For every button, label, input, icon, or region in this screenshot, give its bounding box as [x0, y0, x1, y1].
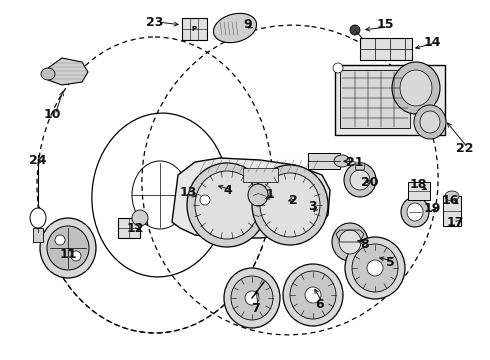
Text: 18: 18: [409, 179, 427, 192]
Ellipse shape: [345, 237, 405, 299]
Polygon shape: [172, 158, 330, 238]
Text: 21: 21: [346, 156, 364, 168]
Ellipse shape: [305, 287, 321, 303]
Text: 3: 3: [308, 201, 317, 213]
Ellipse shape: [350, 170, 370, 190]
Text: 2: 2: [289, 194, 297, 207]
Bar: [33, 228, 43, 242]
Text: 8: 8: [361, 238, 369, 252]
Ellipse shape: [231, 276, 273, 320]
Ellipse shape: [344, 163, 376, 197]
Text: 13: 13: [179, 186, 196, 199]
Bar: [308, 153, 340, 169]
Ellipse shape: [224, 268, 280, 328]
Ellipse shape: [334, 155, 350, 167]
Ellipse shape: [260, 173, 320, 237]
Ellipse shape: [407, 203, 423, 221]
Ellipse shape: [420, 111, 440, 133]
Bar: [340, 70, 410, 128]
Ellipse shape: [248, 184, 268, 206]
Polygon shape: [44, 58, 88, 85]
Text: 4: 4: [223, 184, 232, 197]
Text: 6: 6: [316, 298, 324, 311]
Ellipse shape: [290, 271, 336, 319]
Text: 5: 5: [386, 256, 394, 270]
Text: 1: 1: [266, 189, 274, 202]
Ellipse shape: [40, 218, 96, 278]
Text: 9: 9: [244, 18, 252, 31]
Ellipse shape: [352, 244, 398, 292]
Text: 14: 14: [423, 36, 441, 49]
Ellipse shape: [350, 25, 360, 35]
Text: 12: 12: [126, 221, 144, 234]
Ellipse shape: [55, 235, 65, 245]
Text: 11: 11: [59, 248, 77, 261]
Ellipse shape: [392, 62, 440, 114]
Polygon shape: [355, 163, 365, 170]
Ellipse shape: [47, 226, 89, 270]
Ellipse shape: [401, 197, 429, 227]
Ellipse shape: [200, 195, 210, 205]
Ellipse shape: [30, 208, 46, 228]
Ellipse shape: [339, 230, 361, 254]
Text: 20: 20: [361, 176, 379, 189]
Ellipse shape: [332, 223, 368, 261]
Text: P: P: [192, 26, 196, 32]
Ellipse shape: [333, 63, 343, 73]
Text: 17: 17: [446, 216, 464, 229]
Text: 16: 16: [441, 194, 459, 207]
Ellipse shape: [400, 70, 432, 106]
Text: 7: 7: [250, 302, 259, 315]
Bar: [335, 65, 445, 135]
Ellipse shape: [245, 291, 259, 305]
Ellipse shape: [214, 13, 257, 43]
Bar: [118, 218, 140, 238]
Text: 24: 24: [29, 153, 47, 166]
Text: 19: 19: [423, 202, 441, 215]
Bar: [443, 196, 461, 226]
Ellipse shape: [414, 105, 446, 139]
Ellipse shape: [132, 210, 148, 226]
Bar: [408, 182, 430, 200]
Ellipse shape: [252, 165, 328, 245]
Bar: [360, 38, 412, 60]
Text: 10: 10: [43, 108, 61, 122]
Bar: [243, 168, 278, 182]
Text: 22: 22: [456, 141, 474, 154]
Ellipse shape: [195, 190, 215, 210]
Ellipse shape: [367, 260, 383, 276]
Ellipse shape: [187, 163, 267, 247]
Ellipse shape: [71, 251, 81, 261]
Ellipse shape: [283, 264, 343, 326]
Bar: [182, 18, 207, 40]
Ellipse shape: [41, 68, 55, 80]
Ellipse shape: [195, 171, 259, 239]
Text: 23: 23: [147, 15, 164, 28]
Text: 15: 15: [376, 18, 394, 31]
Ellipse shape: [445, 191, 459, 201]
